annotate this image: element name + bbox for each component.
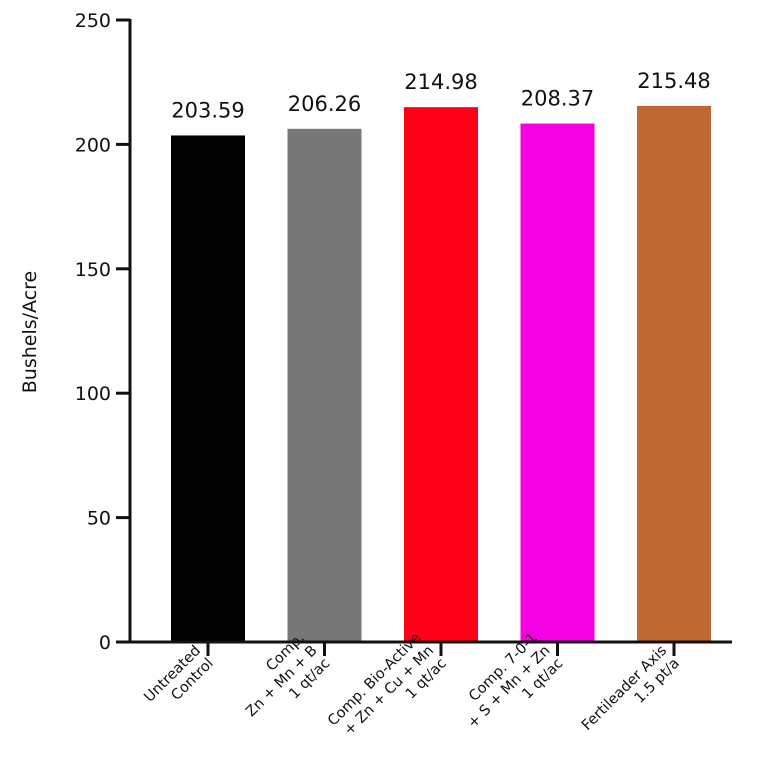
bar-value-label: 208.37: [521, 87, 594, 111]
bar: [287, 128, 362, 642]
x-category-label: Comp.Zn + Mn + B1 qt/ac: [230, 630, 333, 733]
x-category-label: UntreatedControl: [141, 643, 216, 718]
bar: [171, 135, 245, 642]
y-axis-title: Bushels/Acre: [19, 271, 41, 393]
x-category-label: Comp. Bio-Active+ Zn + Cu + Mn1 qt/ac: [325, 630, 450, 755]
bar: [520, 123, 595, 642]
y-ticks-layer: 0 50 100 150 200 250: [75, 10, 130, 654]
x-category-label: Fertileader Axis1.5 pt/a: [579, 643, 683, 747]
bar-value-label: 203.59: [171, 98, 244, 122]
x-category-label: Comp. 7-0-1+ S + Mn + Zn1 qt/ac: [452, 630, 566, 744]
bar: [404, 107, 478, 642]
y-tick-label: 250: [75, 10, 111, 32]
y-tick-label: 50: [87, 508, 111, 530]
bar-value-label: 206.26: [288, 92, 361, 116]
bar-value-label: 214.98: [404, 70, 477, 94]
y-tick-label: 150: [75, 259, 111, 281]
y-tick-label: 100: [75, 383, 111, 405]
bar: [637, 105, 711, 643]
bars-layer: [171, 105, 711, 643]
y-tick-label: 0: [99, 632, 111, 654]
bar-value-label: 215.48: [637, 69, 710, 93]
y-tick-label: 200: [75, 134, 111, 156]
value-labels-layer: 203.59 206.26 214.98 208.37 215.48: [171, 69, 710, 123]
